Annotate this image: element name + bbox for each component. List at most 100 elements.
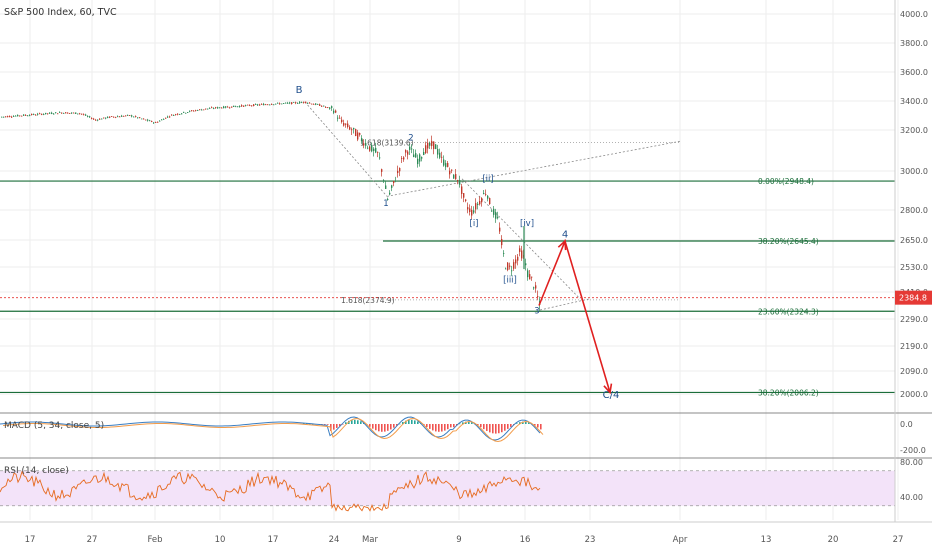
price-tick-label: 2190.0 [900,342,928,351]
candle-body [317,104,319,105]
time-tick-label: 20 [828,535,839,545]
candle-body [527,270,529,278]
candle-body [509,265,511,267]
candle-body [117,116,119,118]
candle-body [33,113,35,115]
candle-body [73,112,75,114]
candle-body [505,268,507,270]
macd-histogram-bar [330,424,332,431]
candle-body [417,158,419,165]
candle-body [113,116,115,118]
candle-body [87,116,89,117]
candle-body [29,115,31,116]
candle-body [167,116,169,118]
price-tick-label: 2650.0 [900,236,928,245]
candle-body [351,129,353,131]
trendline [304,101,388,197]
wave-label: 2 [408,133,413,143]
macd-histogram-bar [375,424,377,431]
candle-body [241,105,243,107]
candle-body [427,142,429,149]
price-tick-label: 3400.0 [900,97,928,106]
candle-body [277,102,279,104]
macd-histogram-bar [354,419,356,424]
fib-label: 0.00%(2948.4) [758,177,814,186]
candle-body [405,150,407,153]
candle-body [395,180,397,182]
price-tick-label: 4000.0 [900,10,928,19]
candle-body [499,227,501,232]
fib-label: 23.60%(2324.3) [758,307,819,316]
candle-body [529,274,531,280]
macd-histogram-bar [459,423,461,425]
fib-label: 38.20%(2006.2) [758,388,819,397]
rsi-label: RSI (14, close) [4,466,69,476]
candle-body [345,123,347,125]
candle-body [521,250,523,259]
candle-body [357,132,359,140]
candle-body [343,123,345,126]
macd-histogram-bar [462,422,464,424]
candle-body [223,106,225,109]
wave-label: 1 [383,199,388,209]
candle-body [157,121,159,123]
macd-histogram-bar [306,423,308,425]
candle-body [61,112,63,114]
macd-histogram-bar [360,421,362,424]
candle-body [7,116,9,118]
candle-body [139,117,141,119]
macd-histogram-bar [453,424,455,428]
time-tick-label: 17 [25,535,36,545]
candle-body [435,144,437,150]
candle-body [455,174,457,180]
candle-body [361,138,363,142]
candle-body [475,203,477,210]
candle-body [313,103,315,105]
candle-body [465,199,467,201]
time-tick-label: Apr [673,535,688,545]
candle-body [503,253,505,254]
macd-histogram-bar [378,424,380,432]
candle-body [27,115,29,117]
price-tick-label: 3600.0 [900,68,928,77]
wave-labels: B 1 2 [ii] [i] [iv] [iii] 3 4 C/4 [296,85,620,401]
macd-line [0,416,541,441]
candle-body [419,154,421,162]
candle-body [531,276,533,278]
macd-histogram-bar [444,424,446,431]
macd-histogram-bar [522,421,524,424]
candle-body [341,119,343,122]
candle-body [217,107,219,109]
candle-body [339,117,341,119]
macd-histogram-bar [501,424,503,433]
candle-body [159,120,161,122]
macd-histogram-bar [516,423,518,424]
macd-histogram-bar [390,424,392,430]
price-tick-label: 2530.0 [900,263,928,272]
candle-body [41,113,43,115]
candle-body [377,151,379,153]
candle-body [467,207,469,210]
macd-histogram-bar [519,422,521,424]
candle-body [45,112,47,115]
candle-body [179,113,181,115]
candle-body [513,262,515,269]
price-tick-label: 2000.0 [900,390,928,399]
candle-body [519,248,521,252]
time-tick-label: 17 [268,535,279,545]
candle-body [105,117,107,119]
candle-body [251,105,253,107]
candle-body [441,156,443,158]
candle-body [303,101,305,103]
candle-body [315,103,317,105]
candle-body [109,116,111,118]
macd-histogram-bar [396,424,398,426]
macd-pane: 0.0 -200.0 [0,416,926,455]
candle-body [37,113,39,115]
time-axis: 17 27 Feb 10 17 24 Mar 9 16 23 Apr 13 20 27 [25,535,904,545]
time-tick-label: 16 [520,535,531,545]
fib-extension-label: 1.618(2374.9) [341,296,395,305]
candle-body [483,193,485,195]
candle-body [433,141,435,150]
candle-body [35,114,37,116]
